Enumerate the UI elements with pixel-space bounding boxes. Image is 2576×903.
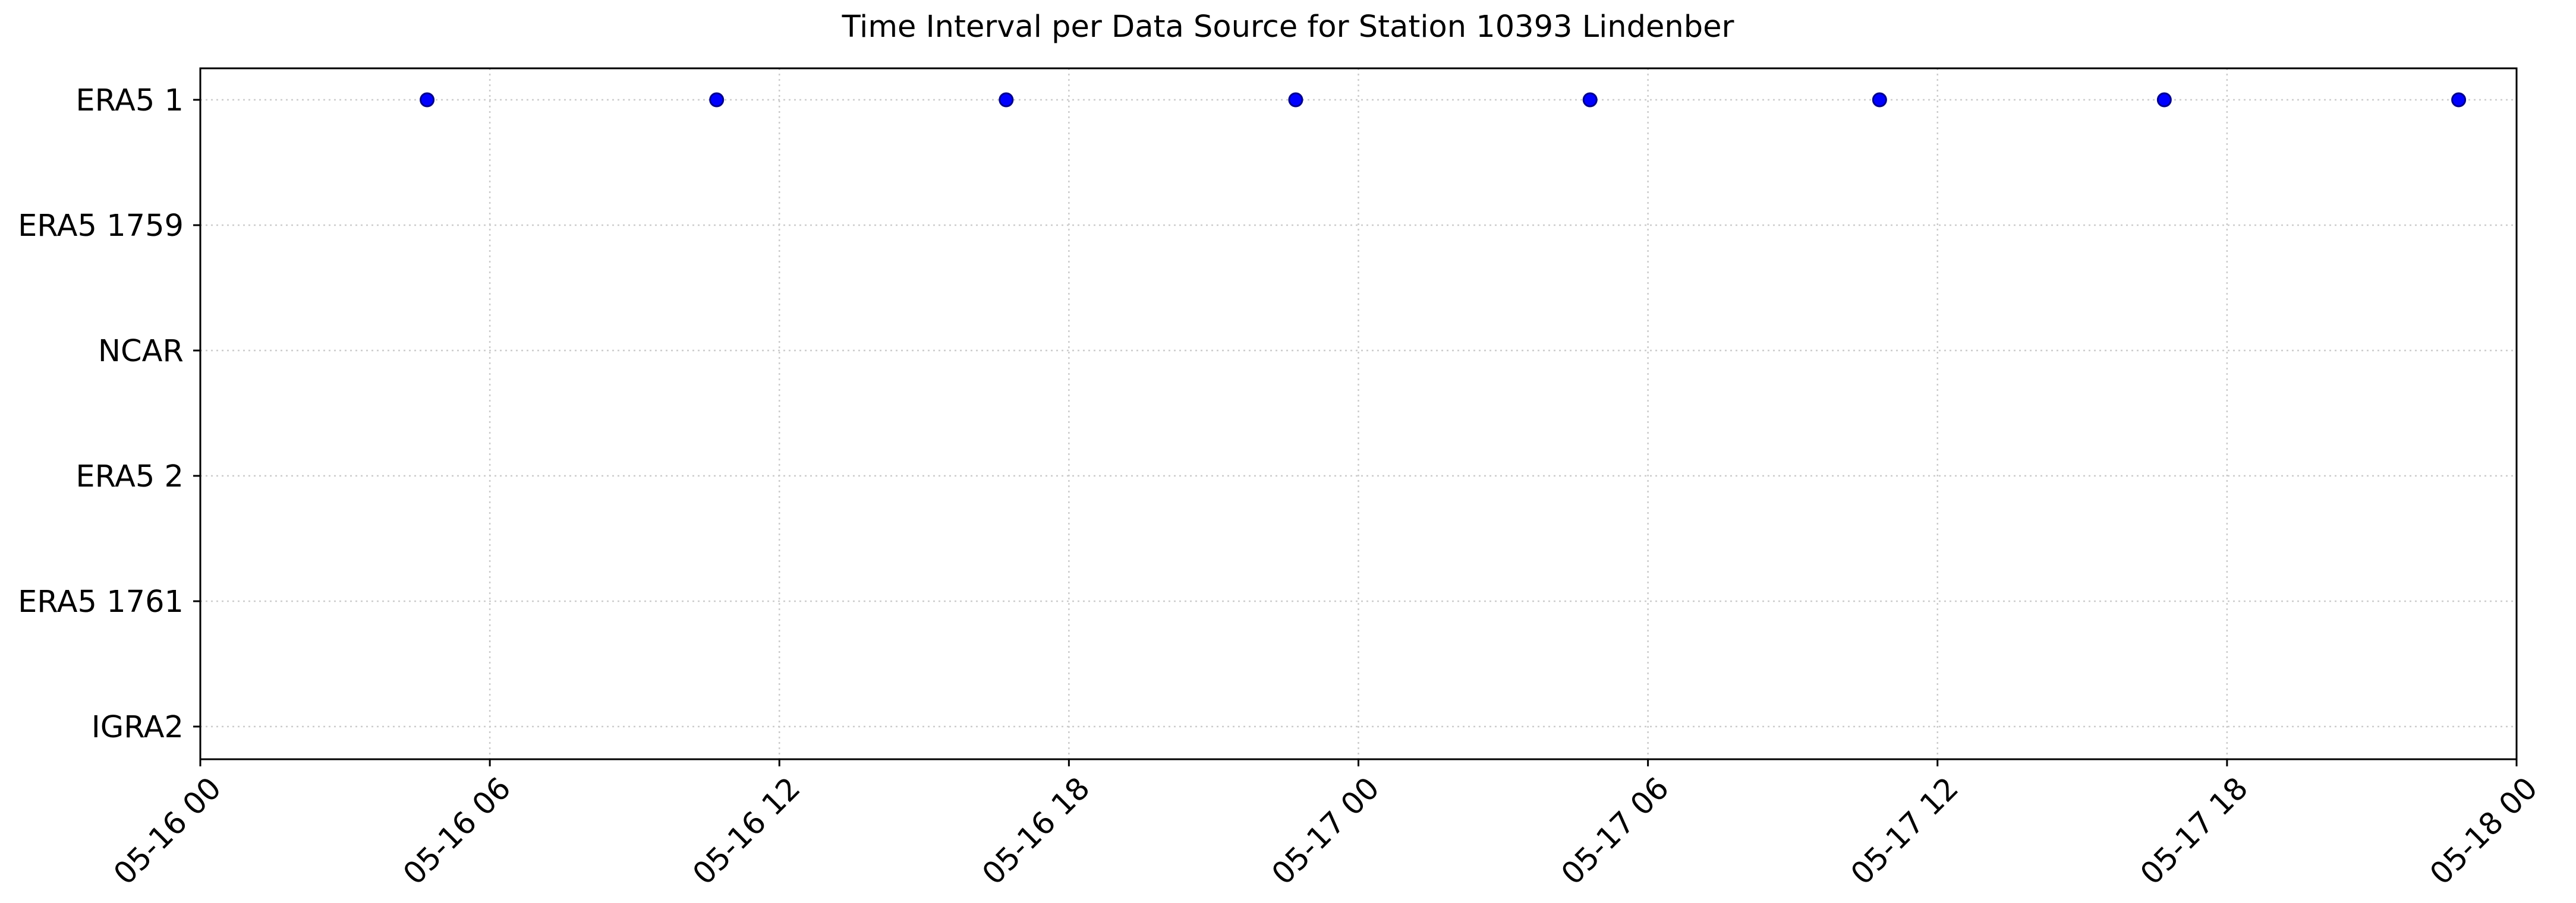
grid [200,68,2517,759]
data-point [2156,92,2172,108]
x-tick-label: 05-17 12 [1844,771,1966,892]
y-tick-label: ERA5 1761 [18,585,184,620]
x-tick-label: 05-17 06 [1555,771,1676,892]
data-point [999,92,1014,108]
x-tick-label: 05-17 00 [1265,771,1387,892]
x-tick-label: 05-16 12 [686,771,808,892]
chart-title: Time Interval per Data Source for Statio… [842,10,1734,45]
y-tick-label: IGRA2 [92,710,184,745]
y-tick-label: ERA5 1 [75,83,184,118]
y-tick-label: ERA5 2 [75,459,184,494]
plot-frame [199,67,2518,760]
data-point [1288,92,1303,108]
y-axis: ERA5 1 ERA5 1759 NCAR ERA5 2 ERA5 1761 IGRA2 [18,83,200,745]
x-tick-label: 05-16 18 [976,771,1097,892]
data-point [2451,92,2467,108]
x-tick-label: 05-17 18 [2134,771,2255,892]
data-point [420,92,435,108]
y-tick-label: NCAR [98,334,184,369]
x-tick-label: 05-18 00 [2423,771,2544,892]
data-points [420,92,2467,108]
data-point [709,92,725,108]
x-axis: 05-16 00 05-16 06 05-16 12 05-16 18 05-17 00… [107,759,2544,892]
data-point [1582,92,1598,108]
data-point [1872,92,1887,108]
x-tick-label: 05-16 00 [107,771,228,892]
y-tick-label: ERA5 1759 [18,209,184,244]
x-tick-label: 05-16 06 [396,771,518,892]
